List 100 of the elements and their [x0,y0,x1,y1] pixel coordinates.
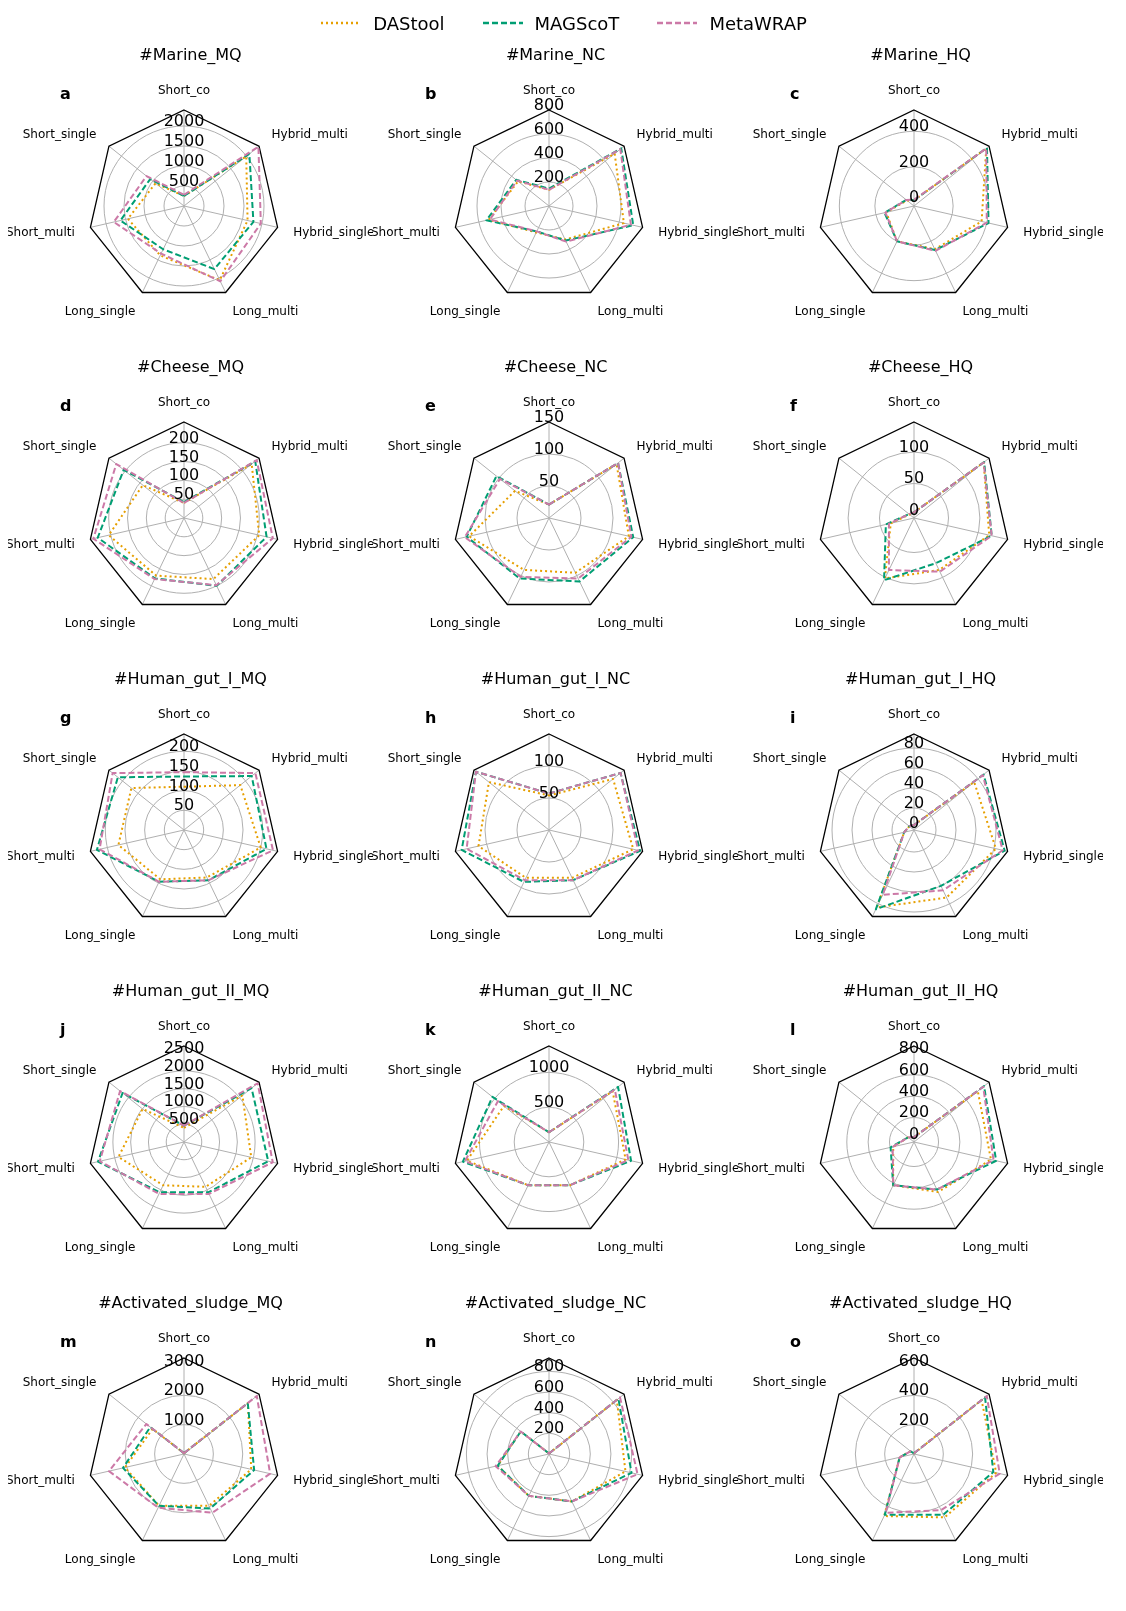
spoke-label: Short_co [522,1331,576,1345]
y-tick-label: 100 [898,437,930,457]
spoke-label: Hybrid_single [1023,1160,1105,1175]
spoke-label: Short_single [752,750,827,765]
spoke-label: Short_single [752,1374,827,1389]
spoke-label: Short_co [157,707,211,721]
spoke-label: Short_co [887,395,941,409]
spoke-label: Long_multi [232,303,299,318]
spoke-label: Short_single [22,1062,97,1077]
chart-title: #Activated_sludge_MQ [97,1292,284,1314]
spoke-label: Long_multi [597,1239,664,1254]
spoke-label: Hybrid_multi [636,1062,713,1077]
spoke-label: Long_multi [597,615,664,630]
spoke-label: Short_single [752,126,827,141]
y-tick-label: 500 [168,1109,200,1129]
chart-title: #Human_gut_II_MQ [110,980,271,1002]
y-tick-label: 2000 [163,111,205,130]
spoke-label: Short_co [887,1019,941,1033]
spoke-label: Short_single [22,1374,97,1389]
y-tick-label: 2000 [163,1380,205,1400]
spoke-label: Hybrid_multi [636,438,713,453]
y-tick-label: 400 [898,1081,930,1101]
y-tick-label: 50 [173,795,195,815]
spoke-label: Short_single [22,750,97,765]
spoke-label: Short_co [887,1331,941,1345]
y-tick-label: 150 [168,446,200,466]
spoke-label: Long_single [794,927,866,942]
y-tick-label: 500 [168,171,200,190]
spoke-label: Hybrid_multi [636,1374,713,1389]
y-tick-label: 400 [898,116,930,136]
spoke-label: Long_multi [962,615,1029,630]
y-tick-label: 500 [533,1092,565,1112]
spoke-label: Short_co [157,1019,211,1033]
spoke-label: Long_multi [232,927,299,942]
y-tick-label: 60 [903,753,925,772]
chart-title: #Activated_sludge_NC [463,1292,648,1314]
spoke-label: Short_single [22,438,97,453]
spoke-label: Short_co [522,83,576,97]
y-tick-label: 0 [908,813,920,832]
spoke-label: Long_multi [232,1551,299,1566]
legend-label: MetaWRAP [709,12,807,34]
spoke-label: Long_single [64,927,136,942]
spoke-label: Long_single [64,1239,136,1254]
y-tick-label: 40 [903,773,925,792]
y-tick-label: 0 [908,187,920,207]
spoke-label: Long_single [794,1551,866,1566]
spoke-label: Short_single [387,126,462,141]
text: i [790,708,796,727]
y-tick-label: 200 [898,1409,930,1429]
chart-title: #Cheese_HQ [866,356,975,378]
spoke-label: Hybrid_multi [1001,1062,1078,1077]
spoke-label: Long_single [429,927,501,942]
chart-title: #Cheese_MQ [136,356,245,378]
y-tick-label: 100 [533,751,565,770]
spoke-label: Hybrid_multi [1001,438,1078,453]
y-tick-label: 80 [903,733,925,752]
spoke-label: Hybrid_multi [271,750,348,765]
spoke-label: Long_single [794,615,866,630]
spoke-label: Long_single [429,1551,501,1566]
y-tick-label: 400 [533,143,565,162]
spoke-label: Short_co [887,707,941,721]
spoke-label: Hybrid_single [1023,848,1105,863]
text: o [790,1332,801,1351]
spoke-label: Short_co [887,83,941,97]
y-tick-label: 150 [168,755,200,775]
y-tick-label: 150 [533,407,565,426]
y-tick-label: 1000 [163,1409,205,1429]
spoke-label: Long_multi [232,1239,299,1254]
y-tick-label: 400 [533,1397,565,1417]
chart-title: #Human_gut_II_HQ [841,980,1000,1002]
y-tick-label: 100 [168,775,200,795]
spoke-label: Hybrid_multi [1001,126,1078,141]
spoke-label: Long_single [64,1551,136,1566]
y-tick-label: 800 [533,1356,565,1376]
legend-label: DAStool [373,12,445,34]
y-tick-label: 0 [908,1123,920,1143]
spoke-label: Short_single [22,126,97,141]
y-tick-label: 200 [533,167,565,186]
y-tick-label: 50 [538,783,560,802]
text: c [790,84,800,103]
y-tick-label: 100 [533,439,565,458]
chart-title: #Human_gut_I_NC [479,668,632,690]
spoke-label: Short_co [522,395,576,409]
spoke-label: Short_co [522,1019,576,1033]
spoke-label: Long_single [794,1239,866,1254]
spoke-label: Short_single [387,438,462,453]
y-tick-label: 400 [898,1380,930,1400]
y-tick-label: 600 [533,1377,565,1397]
spoke-label: Long_single [64,303,136,318]
spoke-label: Long_single [429,303,501,318]
y-tick-label: 600 [898,1059,930,1079]
y-tick-label: 800 [533,95,565,114]
y-tick-label: 200 [898,151,930,171]
spoke-label: Short_single [387,1062,462,1077]
text: d [60,396,72,415]
chart-title: #Cheese_NC [502,356,609,378]
y-tick-label: 1000 [528,1057,570,1077]
spoke-label: Short_co [157,395,211,409]
y-tick-label: 20 [903,793,925,812]
y-tick-label: 1500 [163,131,205,150]
